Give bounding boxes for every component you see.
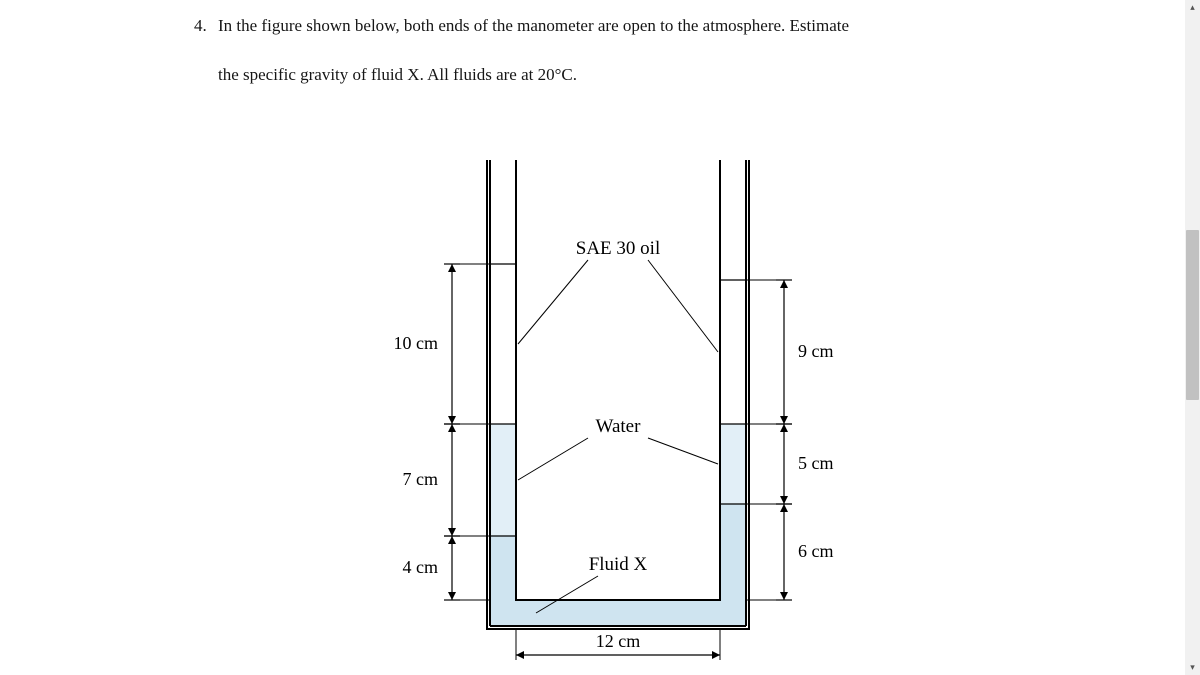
question-number: 4. xyxy=(194,12,207,39)
scrollbar-track[interactable]: ▴ ▾ xyxy=(1185,0,1200,675)
question-text-line1: In the figure shown below, both ends of … xyxy=(218,16,849,35)
question-block: 4. In the figure shown below, both ends … xyxy=(218,12,978,88)
svg-text:9 cm: 9 cm xyxy=(798,341,834,361)
manometer-figure: 10 cm 7 cm 4 cm 9 cm 5 cm 6 cm 12 cm SAE 30 oil… xyxy=(380,140,900,660)
svg-text:SAE 30 oil: SAE 30 oil xyxy=(576,238,660,259)
svg-text:12 cm: 12 cm xyxy=(596,631,641,651)
svg-text:Water: Water xyxy=(596,416,642,437)
figure-container: 10 cm 7 cm 4 cm 9 cm 5 cm 6 cm 12 cm SAE 30 oil… xyxy=(380,140,900,665)
scroll-down-button[interactable]: ▾ xyxy=(1185,660,1200,675)
page-root: 4. In the figure shown below, both ends … xyxy=(0,0,1200,675)
scrollbar-thumb[interactable] xyxy=(1186,230,1199,400)
svg-text:10 cm: 10 cm xyxy=(394,333,439,353)
svg-text:5 cm: 5 cm xyxy=(798,453,834,473)
svg-text:6 cm: 6 cm xyxy=(798,541,834,561)
svg-text:7 cm: 7 cm xyxy=(403,469,439,489)
document-content: 4. In the figure shown below, both ends … xyxy=(0,0,1185,675)
question-text-line2: the specific gravity of fluid X. All flu… xyxy=(218,65,577,84)
scroll-up-button[interactable]: ▴ xyxy=(1185,0,1200,15)
svg-text:Fluid X: Fluid X xyxy=(589,554,648,575)
svg-text:4 cm: 4 cm xyxy=(403,557,439,577)
